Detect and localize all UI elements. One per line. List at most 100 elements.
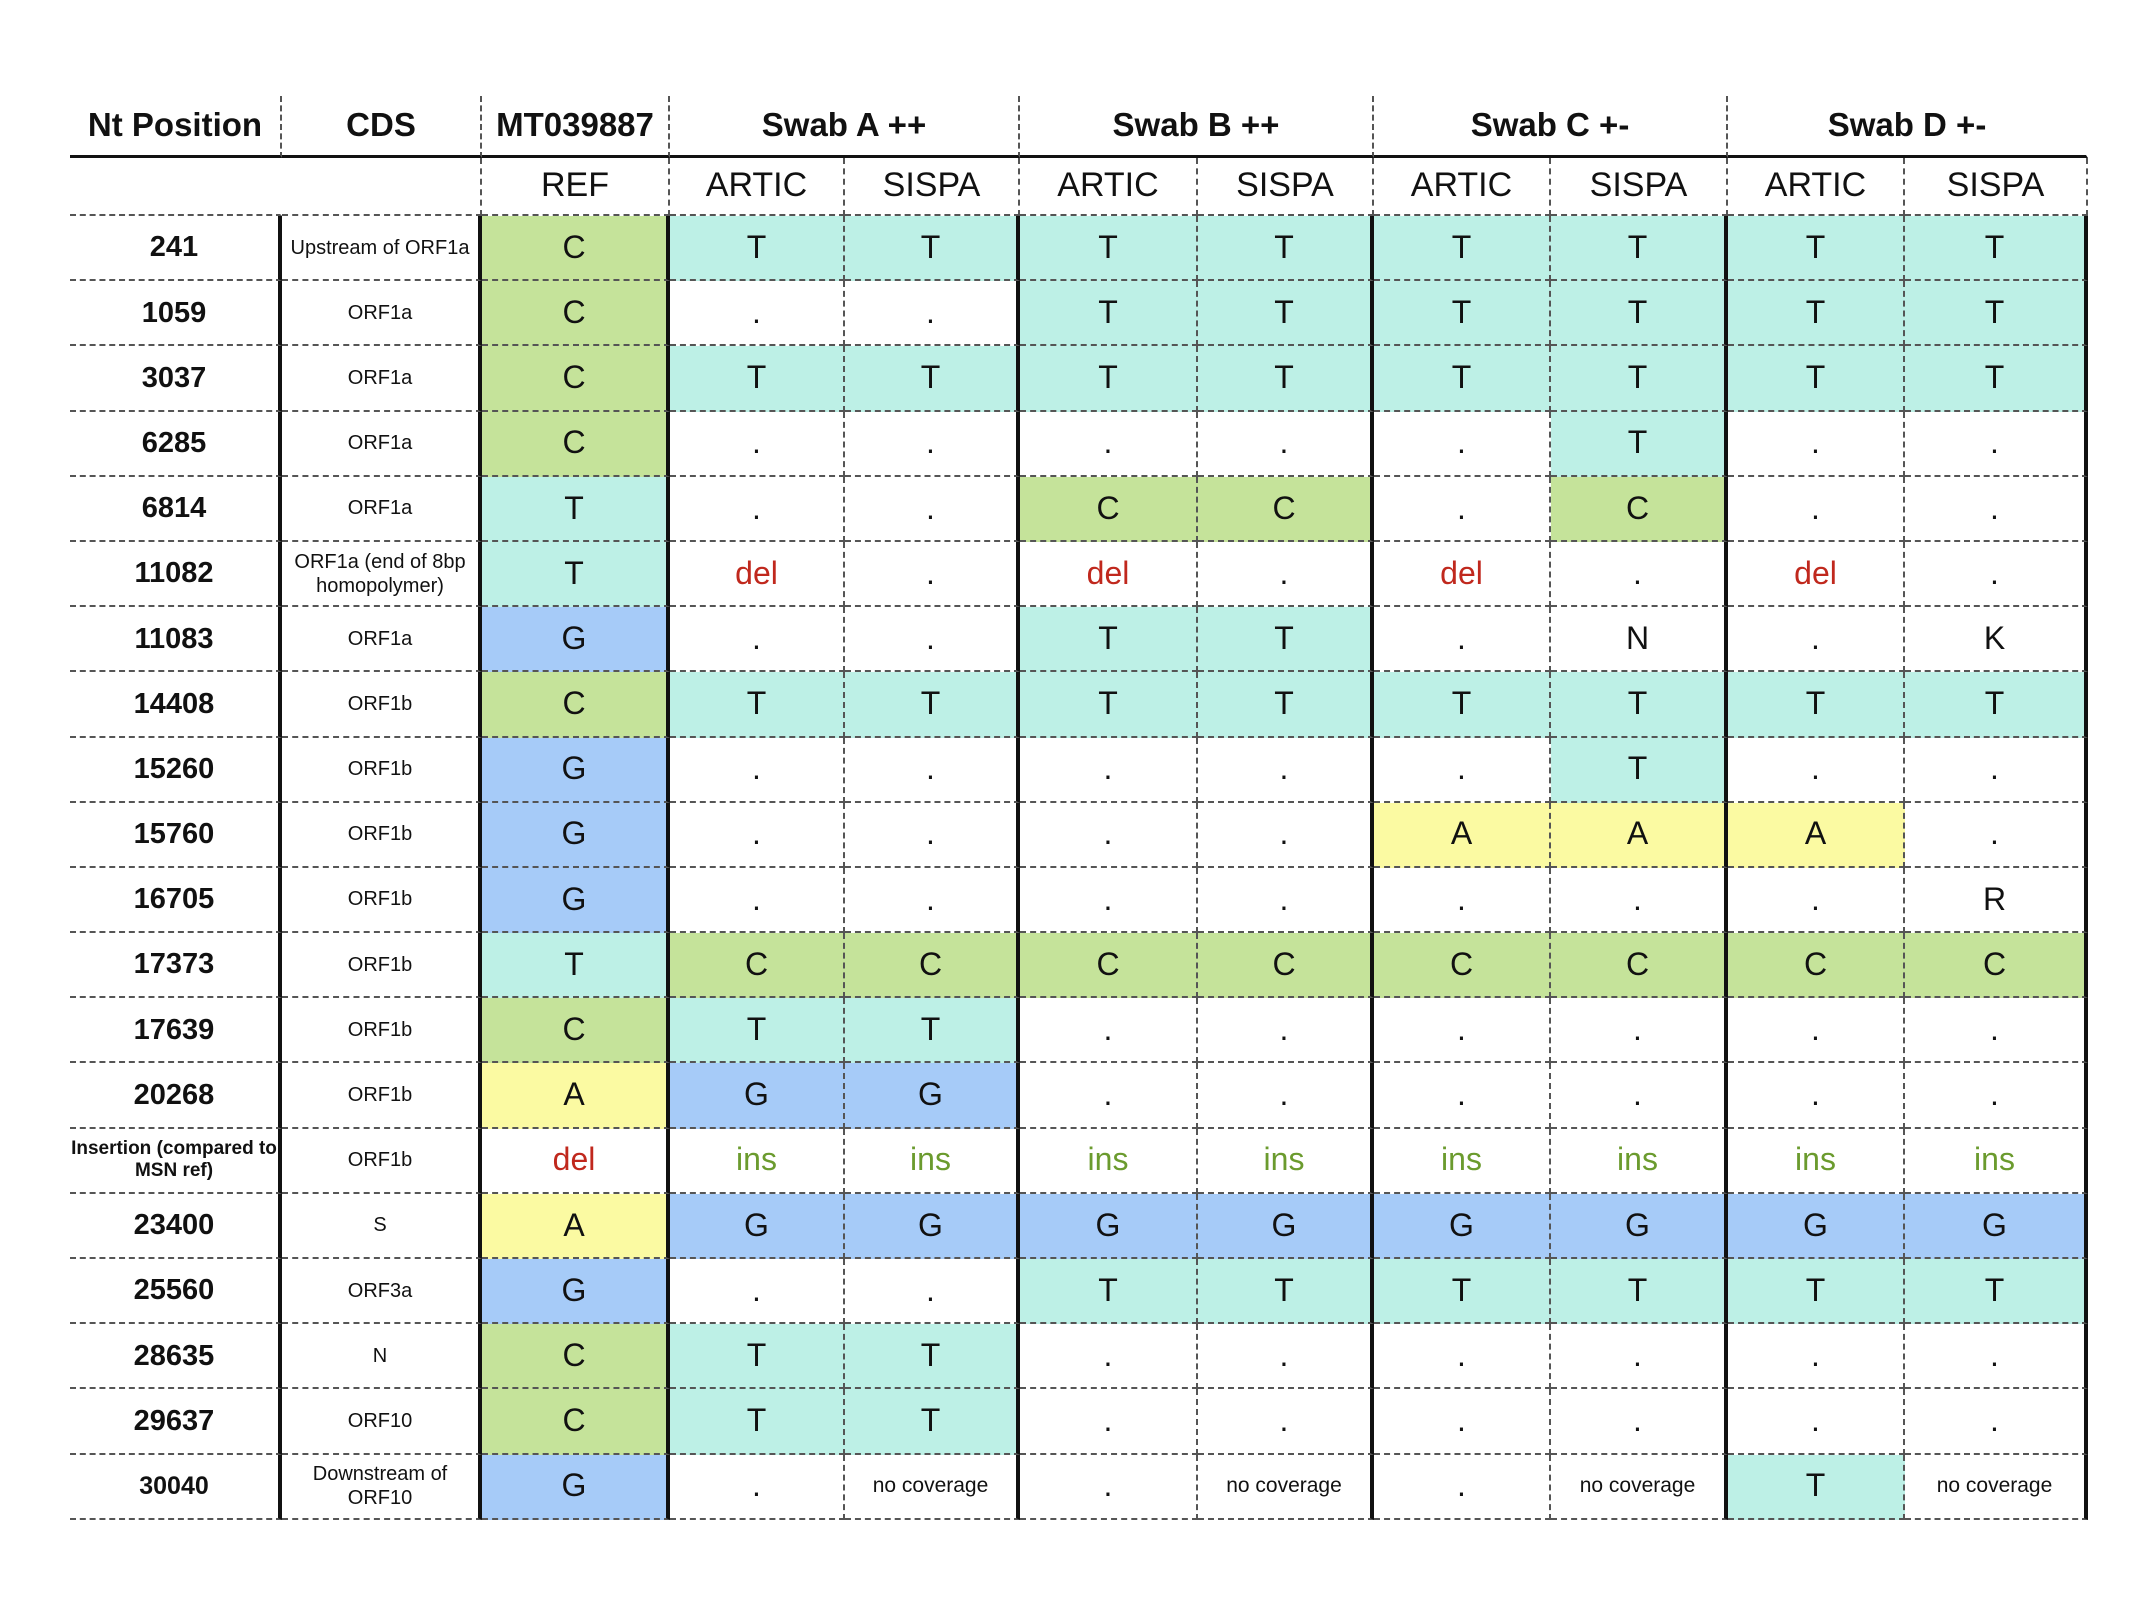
row-position: 17639	[70, 998, 282, 1064]
row-call: T	[1374, 672, 1551, 738]
row-call: ins	[1905, 1128, 2088, 1194]
row-call: .	[1020, 867, 1198, 934]
row-call: C	[1020, 933, 1198, 999]
row-call: T	[1551, 346, 1728, 412]
row-position: 15760	[70, 802, 282, 868]
row-call: R	[1905, 867, 2088, 934]
row-call: T	[845, 1389, 1020, 1455]
row-call: C	[1728, 933, 1905, 999]
row-ref-base: C	[482, 281, 670, 347]
row-call: C	[1020, 476, 1198, 542]
row-ref-base: C	[482, 346, 670, 412]
row-call: .	[1020, 998, 1198, 1064]
row-ref-base: T	[482, 476, 670, 542]
row-call: .	[845, 607, 1020, 673]
subheader-ref: REF	[482, 158, 670, 216]
subheader-artic: ARTIC	[1728, 158, 1905, 216]
row-ref-base: C	[482, 998, 670, 1064]
row-call: .	[1020, 1324, 1198, 1390]
row-cds: Downstream of ORF10	[282, 1454, 482, 1520]
row-ref-base: C	[482, 216, 670, 282]
row-call: T	[670, 1389, 845, 1455]
row-call: T	[1020, 346, 1198, 412]
row-call: ins	[845, 1128, 1020, 1194]
row-call: G	[1551, 1193, 1728, 1259]
row-cds: ORF1b	[282, 867, 482, 934]
row-call: T	[845, 216, 1020, 282]
row-call: .	[845, 411, 1020, 477]
row-call: C	[1374, 933, 1551, 999]
row-position: 1059	[70, 281, 282, 347]
row-call: .	[1020, 1454, 1198, 1520]
row-ref-base: C	[482, 1389, 670, 1455]
variant-table: Nt Position CDS MT039887 Swab A ++ Swab …	[70, 96, 2088, 1520]
row-call: T	[1374, 281, 1551, 347]
row-ref-base: A	[482, 1063, 670, 1129]
row-call: T	[845, 1324, 1020, 1390]
row-call: G	[670, 1193, 845, 1259]
row-call: T	[1905, 672, 2088, 738]
row-cds: ORF1a (end of 8bp homopolymer)	[282, 541, 482, 608]
row-call: .	[1198, 998, 1374, 1064]
row-call: T	[1020, 607, 1198, 673]
row-call: .	[1905, 1324, 2088, 1390]
header-swab-d: Swab D +-	[1728, 96, 2088, 158]
row-call: .	[1728, 998, 1905, 1064]
row-call: T	[1020, 672, 1198, 738]
row-position: 23400	[70, 1193, 282, 1259]
row-call: G	[845, 1193, 1020, 1259]
row-call: .	[1020, 411, 1198, 477]
row-call: .	[1374, 1063, 1551, 1129]
row-call: T	[1728, 346, 1905, 412]
row-cds: ORF3a	[282, 1259, 482, 1325]
row-position: 20268	[70, 1063, 282, 1129]
row-call: .	[1198, 737, 1374, 803]
row-call: .	[1374, 998, 1551, 1064]
row-call: .	[1198, 1324, 1374, 1390]
subheader-blank	[70, 158, 282, 216]
row-call: G	[1198, 1193, 1374, 1259]
row-call: C	[1551, 476, 1728, 542]
row-call: .	[1020, 802, 1198, 868]
row-call: .	[845, 737, 1020, 803]
row-call: T	[1198, 672, 1374, 738]
row-call: .	[1905, 802, 2088, 868]
row-call: T	[1728, 216, 1905, 282]
row-ref-base: C	[482, 1324, 670, 1390]
row-ref-base: G	[482, 1259, 670, 1325]
row-call: T	[1374, 346, 1551, 412]
row-call: del	[670, 541, 845, 608]
row-call: .	[1728, 1324, 1905, 1390]
row-call: T	[1198, 216, 1374, 282]
subheader-artic: ARTIC	[1020, 158, 1198, 216]
row-call: .	[1198, 541, 1374, 608]
row-cds: ORF1b	[282, 933, 482, 999]
row-call: .	[1374, 607, 1551, 673]
row-position: 30040	[70, 1454, 282, 1520]
row-call: .	[1374, 737, 1551, 803]
row-call: .	[1728, 737, 1905, 803]
row-call: .	[1551, 1389, 1728, 1455]
row-position: 14408	[70, 672, 282, 738]
row-call: no coverage	[1905, 1454, 2088, 1520]
row-position: Insertion (compared to MSN ref)	[70, 1128, 282, 1194]
row-call: G	[1374, 1193, 1551, 1259]
row-call: .	[1728, 1063, 1905, 1129]
row-position: 6285	[70, 411, 282, 477]
row-call: T	[1374, 216, 1551, 282]
row-call: T	[1905, 281, 2088, 347]
row-cds: ORF1a	[282, 346, 482, 412]
row-call: T	[1905, 1259, 2088, 1325]
row-call: .	[1728, 411, 1905, 477]
row-position: 3037	[70, 346, 282, 412]
row-call: T	[1020, 1259, 1198, 1325]
row-call: T	[1551, 281, 1728, 347]
row-call: T	[670, 1324, 845, 1390]
row-call: C	[845, 933, 1020, 999]
row-call: .	[1374, 1324, 1551, 1390]
row-call: .	[845, 541, 1020, 608]
row-call: T	[1728, 1259, 1905, 1325]
row-call: ins	[1728, 1128, 1905, 1194]
row-ref-base: A	[482, 1193, 670, 1259]
row-call: ins	[1374, 1128, 1551, 1194]
